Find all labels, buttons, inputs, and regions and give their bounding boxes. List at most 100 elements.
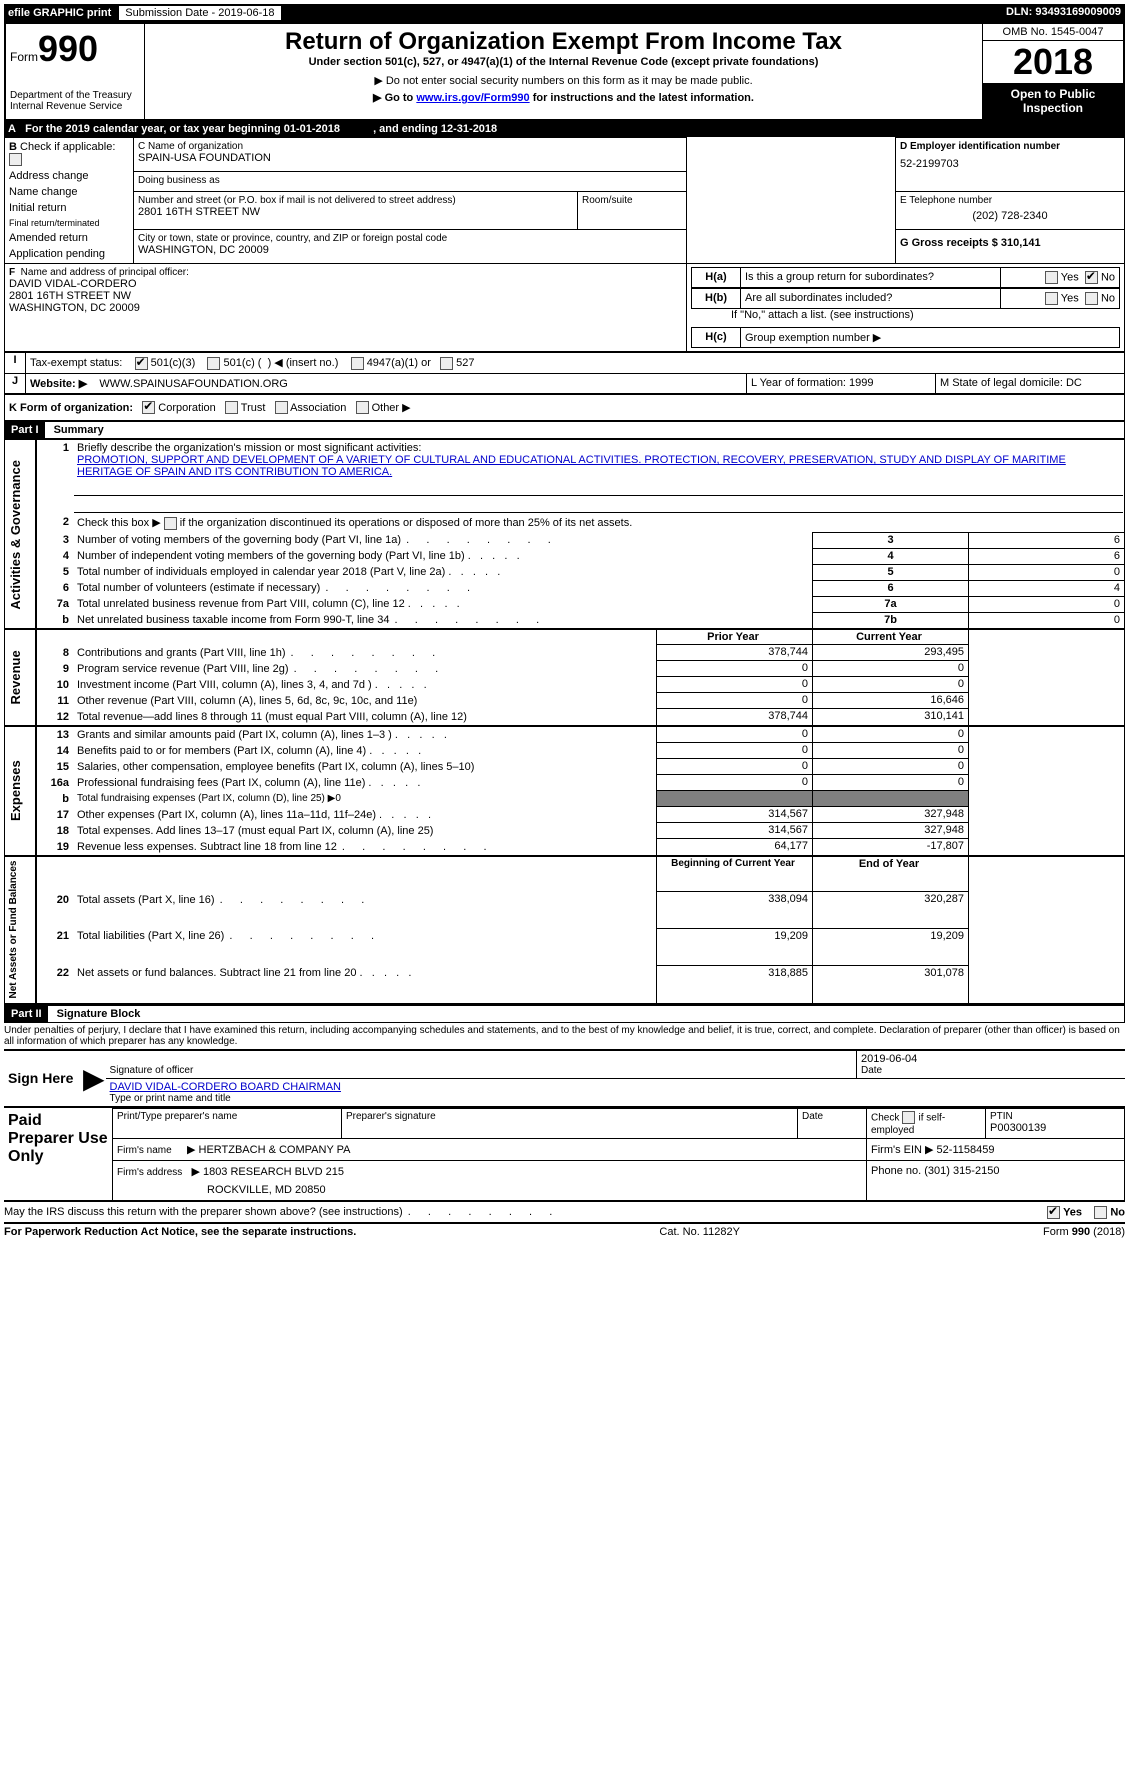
line2-text: Check this box ▶: [77, 517, 161, 529]
sig-date-label: Date: [861, 1065, 1121, 1076]
row-current: -17,807: [813, 839, 969, 856]
row-num: 15: [36, 759, 73, 775]
row-current: 301,078: [813, 965, 969, 1003]
exp-row-blocked: b Total fundraising expenses (Part IX, c…: [5, 791, 1125, 807]
ha-yes-checkbox[interactable]: [1045, 271, 1058, 284]
preparer-table: Paid Preparer Use Only Print/Type prepar…: [4, 1108, 1125, 1202]
section-b-check-label: Check if applicable:: [20, 141, 115, 153]
opt-4947: 4947(a)(1) or: [367, 357, 431, 369]
row-num: 3: [36, 532, 73, 548]
row-num: 5: [36, 564, 73, 580]
row-current: 0: [813, 775, 969, 791]
firm-phone: Phone no. (301) 315-2150: [867, 1160, 1125, 1201]
pending-opt: Application pending: [9, 248, 129, 260]
row-current: 19,209: [813, 928, 969, 965]
row-prior: 64,177: [657, 839, 813, 856]
501c3-checkbox[interactable]: [135, 357, 148, 370]
row-current: 0: [813, 661, 969, 677]
prep-check-label: Check: [871, 1112, 899, 1123]
row-text: Salaries, other compensation, employee b…: [77, 761, 474, 773]
org-name: SPAIN-USA FOUNDATION: [138, 152, 682, 164]
opt-501c3: 501(c)(3): [151, 357, 196, 369]
row-text: Investment income (Part VIII, column (A)…: [77, 679, 427, 691]
row-current: 0: [813, 743, 969, 759]
row-num: 16a: [36, 775, 73, 791]
row-num: 11: [36, 693, 73, 709]
527-checkbox[interactable]: [440, 357, 453, 370]
checkbox-icon[interactable]: [9, 153, 22, 166]
col-prior: Prior Year: [657, 629, 813, 645]
ptin-label: PTIN: [990, 1111, 1120, 1122]
assoc-checkbox[interactable]: [275, 401, 288, 414]
row-prior: 0: [657, 726, 813, 743]
exp-row: 19 Revenue less expenses. Subtract line …: [5, 839, 1125, 856]
sign-here-label: Sign Here: [4, 1050, 82, 1107]
part2-title: Signature Block: [51, 1006, 147, 1022]
row-current: 310,141: [813, 709, 969, 726]
exp-row: 16a Professional fundraising fees (Part …: [5, 775, 1125, 791]
row-num: 19: [36, 839, 73, 856]
corp-checkbox[interactable]: [142, 401, 155, 414]
row-num: 14: [36, 743, 73, 759]
col-begin: Beginning of Current Year: [657, 856, 813, 892]
row-current: 327,948: [813, 807, 969, 823]
opt-501c-a: 501(c) (: [224, 357, 262, 369]
firm-addr-1: ▶ 1803 RESEARCH BLVD 215: [191, 1166, 344, 1178]
section-f-label: F: [9, 267, 15, 278]
trust-checkbox[interactable]: [225, 401, 238, 414]
row-val: 0: [969, 612, 1125, 629]
amended-opt: Amended return: [9, 232, 129, 244]
row-num: 18: [36, 823, 73, 839]
row-prior: 318,885: [657, 965, 813, 1003]
section-d-label: D Employer identification number: [900, 141, 1060, 152]
paid-prep-label: Paid Preparer Use Only: [4, 1108, 113, 1201]
row-text: Total number of individuals employed in …: [77, 566, 500, 578]
4947-checkbox[interactable]: [351, 357, 364, 370]
ag-row: 6 Total number of volunteers (estimate i…: [5, 580, 1125, 596]
opt-501c-b: ) ◀ (insert no.): [268, 357, 339, 369]
row-val: 0: [969, 596, 1125, 612]
ag-row: b Net unrelated business taxable income …: [5, 612, 1125, 629]
room-label: Room/suite: [582, 195, 682, 206]
firm-addr-label: Firm's address: [117, 1167, 182, 1178]
yes-label2: Yes: [1061, 292, 1079, 304]
self-employed-checkbox[interactable]: [902, 1111, 915, 1124]
irs-link[interactable]: www.irs.gov/Form990: [416, 92, 529, 104]
subtitle: Under section 501(c), 527, or 4947(a)(1)…: [149, 56, 978, 68]
rev-row: 9 Program service revenue (Part VIII, li…: [5, 661, 1125, 677]
firm-name-label: Firm's name: [117, 1145, 172, 1156]
efile-label: efile GRAPHIC print: [8, 7, 111, 19]
row-text: Number of independent voting members of …: [77, 550, 520, 562]
part1-table: Activities & Governance 1 Briefly descri…: [4, 439, 1125, 1004]
row-prior: 19,209: [657, 928, 813, 965]
discuss-no-checkbox[interactable]: [1094, 1206, 1107, 1219]
section-k-table: K Form of organization: Corporation Trus…: [4, 394, 1125, 422]
ha-no-checkbox[interactable]: [1085, 271, 1098, 284]
hb-no-checkbox[interactable]: [1085, 292, 1098, 305]
discuss-yes: Yes: [1063, 1206, 1082, 1218]
top-bar: efile GRAPHIC print Submission Date - 20…: [4, 4, 1125, 22]
officer-street: 2801 16TH STREET NW: [9, 290, 682, 302]
row-num: 12: [36, 709, 73, 726]
dln-label: DLN: 93493169009009: [1006, 6, 1121, 20]
open-inspect-1: Open to Public: [985, 87, 1121, 101]
part1-title: Summary: [48, 422, 110, 438]
row-num: 22: [36, 965, 73, 1003]
line2-checkbox[interactable]: [164, 517, 177, 530]
other-checkbox[interactable]: [356, 401, 369, 414]
row-num: 7a: [36, 596, 73, 612]
name-change-opt: Name change: [9, 186, 129, 198]
row-current: 16,646: [813, 693, 969, 709]
hb-label: H(b): [705, 292, 727, 304]
street-value: 2801 16TH STREET NW: [138, 206, 573, 218]
row-prior-blocked: [657, 791, 813, 807]
row-num: 6: [36, 580, 73, 596]
501c-checkbox[interactable]: [207, 357, 220, 370]
row-prior: 0: [657, 661, 813, 677]
hb-yes-checkbox[interactable]: [1045, 292, 1058, 305]
discuss-yes-checkbox[interactable]: [1047, 1206, 1060, 1219]
submission-date: Submission Date - 2019-06-18: [119, 6, 280, 20]
row-prior: 378,744: [657, 645, 813, 661]
footer: For Paperwork Reduction Act Notice, see …: [4, 1224, 1125, 1240]
section-b-label: B: [9, 141, 17, 153]
